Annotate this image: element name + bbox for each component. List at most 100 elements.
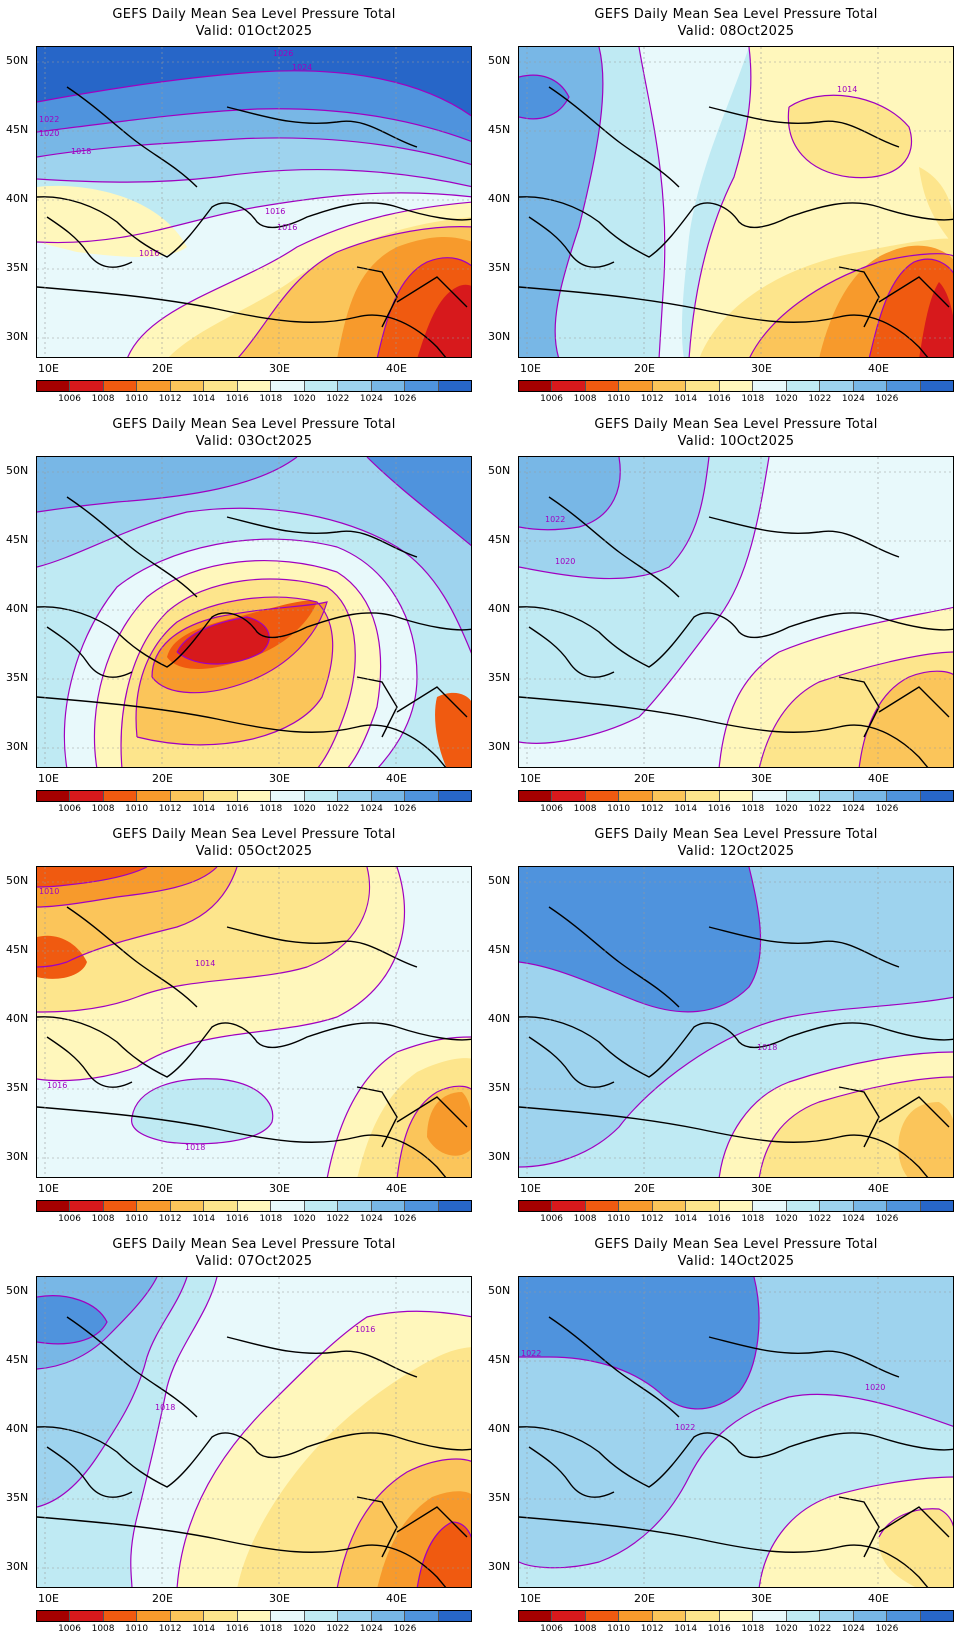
colorbar-label: 1014 <box>192 804 216 814</box>
colorbar-swatch <box>37 791 71 801</box>
colorbar-label: 1010 <box>607 1214 631 1224</box>
lat-label: 45N <box>6 123 29 136</box>
colorbar-label: 1026 <box>393 804 417 814</box>
colorbar-label: 1008 <box>573 1214 597 1224</box>
colorbar-label: 1016 <box>707 394 731 404</box>
colorbar-label: 1024 <box>359 1624 383 1634</box>
colorbar-swatch <box>237 381 272 391</box>
colorbar-swatch <box>204 1201 238 1211</box>
colorbar-swatch <box>585 1201 620 1211</box>
lon-label: 10E <box>520 362 541 375</box>
colorbar-label: 1006 <box>58 1214 81 1224</box>
colorbar-swatch <box>204 1611 238 1621</box>
colorbar-labels: 1006 1008 1010 1012 1014 1016 1018 1020 1022 1024… <box>36 394 472 406</box>
colorbar <box>36 1610 472 1622</box>
colorbar-label: 1012 <box>640 1214 664 1224</box>
colorbar-label: 1014 <box>674 804 698 814</box>
lat-label: 40N <box>6 1012 29 1025</box>
colorbar-label: 1006 <box>540 394 563 404</box>
colorbar-label: 1014 <box>192 1214 216 1224</box>
panel-title: GEFS Daily Mean Sea Level Pressure Total… <box>594 1237 878 1269</box>
lat-label: 30N <box>488 740 511 753</box>
contour-label: 1022 <box>545 515 566 524</box>
lon-label: 40E <box>386 362 407 375</box>
colorbar-swatch <box>686 1611 720 1621</box>
colorbar-label: 1014 <box>674 1214 698 1224</box>
colorbar-swatch <box>371 1201 406 1211</box>
lon-label: 20E <box>152 1182 173 1195</box>
colorbar-swatch <box>652 381 687 391</box>
colorbar-swatch <box>170 791 205 801</box>
contour-label: 1014 <box>837 85 858 94</box>
map-panel-12oct: GEFS Daily Mean Sea Level Pressure Total… <box>482 820 964 1230</box>
colorbar-swatch <box>786 381 821 391</box>
lon-label: 30E <box>751 772 772 785</box>
colorbar-swatch <box>271 791 305 801</box>
colorbar-swatch <box>103 1201 138 1211</box>
lat-label: 45N <box>488 533 511 546</box>
contour-label: 1010 <box>39 887 60 896</box>
colorbar-swatch <box>371 381 406 391</box>
lat-label: 50N <box>488 1284 511 1297</box>
colorbar-swatch <box>103 381 138 391</box>
contour-label: 1022 <box>39 115 60 124</box>
lon-label: 40E <box>868 1592 889 1605</box>
colorbar <box>518 790 954 802</box>
colorbar-labels: 1006 1008 1010 1012 1014 1016 1018 1020 1022 1024… <box>518 1624 954 1636</box>
colorbar-label: 1020 <box>774 1624 798 1634</box>
colorbar-swatch <box>137 791 171 801</box>
lat-label: 45N <box>6 533 29 546</box>
lon-label: 30E <box>751 1592 772 1605</box>
colorbar-swatch <box>37 1201 71 1211</box>
lon-label: 40E <box>868 772 889 785</box>
lat-label: 35N <box>488 1081 511 1094</box>
colorbar-swatch <box>304 1201 339 1211</box>
colorbar-swatch <box>652 1611 687 1621</box>
colorbar-swatch <box>619 1611 653 1621</box>
colorbar-swatch <box>405 381 439 391</box>
colorbar-label: 1016 <box>225 1214 249 1224</box>
lat-label: 40N <box>6 192 29 205</box>
colorbar-label: 1018 <box>259 1214 283 1224</box>
contour-label: 1018 <box>757 1043 778 1052</box>
colorbar-label: 1020 <box>774 394 798 404</box>
panel-title: GEFS Daily Mean Sea Level Pressure Total… <box>112 7 396 39</box>
colorbar-swatch <box>552 1201 586 1211</box>
colorbar-swatch <box>338 1611 372 1621</box>
colorbar-swatch <box>552 791 586 801</box>
colorbar-swatch <box>271 1611 305 1621</box>
colorbar-label: 1022 <box>326 394 350 404</box>
colorbar-label: 1020 <box>774 1214 798 1224</box>
contour-label: 1014 <box>195 959 216 968</box>
colorbar-label: 1012 <box>158 394 182 404</box>
colorbar-label: 1008 <box>91 1214 115 1224</box>
lat-label: 40N <box>488 1012 511 1025</box>
lat-label: 30N <box>488 330 511 343</box>
colorbar-swatch <box>853 791 888 801</box>
colorbar-swatch <box>271 381 305 391</box>
colorbar-label: 1022 <box>326 804 350 814</box>
colorbar-label: 1024 <box>841 394 865 404</box>
lon-label: 10E <box>38 772 59 785</box>
colorbar-swatch <box>719 791 754 801</box>
colorbar-swatch <box>371 791 406 801</box>
lon-label: 40E <box>386 1592 407 1605</box>
colorbar-label: 1008 <box>91 394 115 404</box>
colorbar-label: 1020 <box>774 804 798 814</box>
colorbar-label: 1022 <box>808 394 832 404</box>
colorbar-swatch <box>170 381 205 391</box>
pressure-map: 1016 1018 <box>36 1276 472 1588</box>
colorbar-label: 1020 <box>292 394 316 404</box>
pressure-map: 1018 <box>518 866 954 1178</box>
lat-label: 35N <box>488 261 511 274</box>
lat-label: 30N <box>6 1150 29 1163</box>
contour-label: 1022 <box>675 1423 696 1432</box>
lon-label: 30E <box>269 1182 290 1195</box>
lat-label: 40N <box>488 602 511 615</box>
colorbar-swatch <box>70 381 104 391</box>
colorbar-label: 1010 <box>125 1624 149 1634</box>
lon-label: 10E <box>38 1182 59 1195</box>
colorbar <box>518 1200 954 1212</box>
colorbar-label: 1008 <box>573 804 597 814</box>
colorbar-label: 1008 <box>573 394 597 404</box>
